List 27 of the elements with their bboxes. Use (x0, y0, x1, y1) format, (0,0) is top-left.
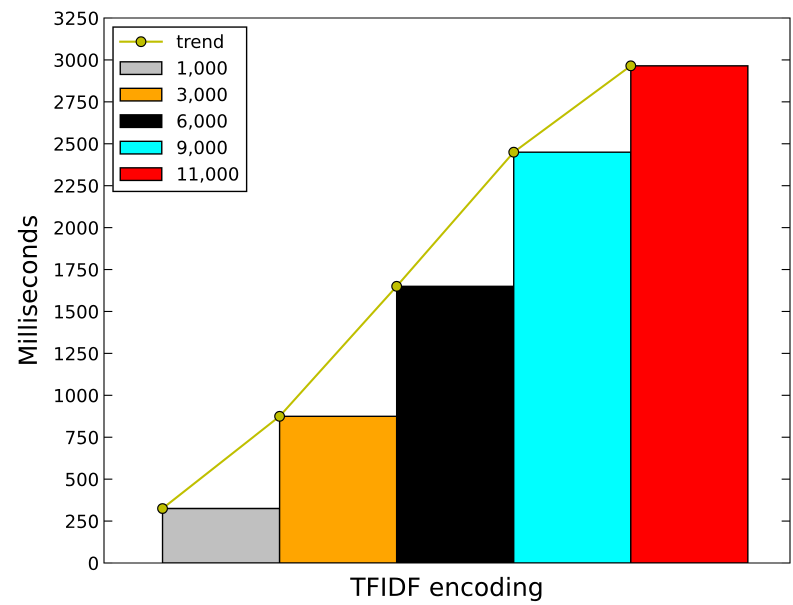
y-tick-label: 3250 (54, 11, 98, 26)
point (157, 503, 168, 514)
y-tick-label: 1500 (55, 304, 98, 319)
y-tick-label: 3000 (54, 53, 98, 68)
legend-label: 6,000 (177, 114, 227, 130)
legend-label: trend (176, 34, 223, 48)
y-tick-label: 1750 (55, 263, 98, 277)
y-tick-label: 250 (66, 514, 98, 528)
y-tick-label: 2750 (54, 95, 98, 109)
legend-label: 11,000 (178, 167, 238, 183)
point (391, 280, 402, 292)
point (625, 60, 636, 72)
y-tick-label: 0 (88, 556, 98, 570)
y-axis-title: Milliseconds (18, 216, 38, 364)
point (508, 146, 520, 158)
point (274, 410, 286, 422)
y-tick-label: 750 (66, 430, 98, 444)
legend-label: 1,000 (178, 61, 227, 77)
y-tick-label: 500 (66, 472, 98, 486)
y-tick-label: 2000 (54, 221, 98, 235)
x-axis-title: TFIDF encoding (350, 576, 542, 602)
y-tick-label: 1000 (55, 388, 98, 402)
y-tick-label: 2500 (54, 137, 98, 151)
legend-label: 3,000 (178, 88, 227, 104)
y-tick-label: 1250 (55, 346, 98, 360)
legend-label: 9,000 (177, 140, 227, 156)
y-tick-label: 2250 (54, 179, 98, 193)
